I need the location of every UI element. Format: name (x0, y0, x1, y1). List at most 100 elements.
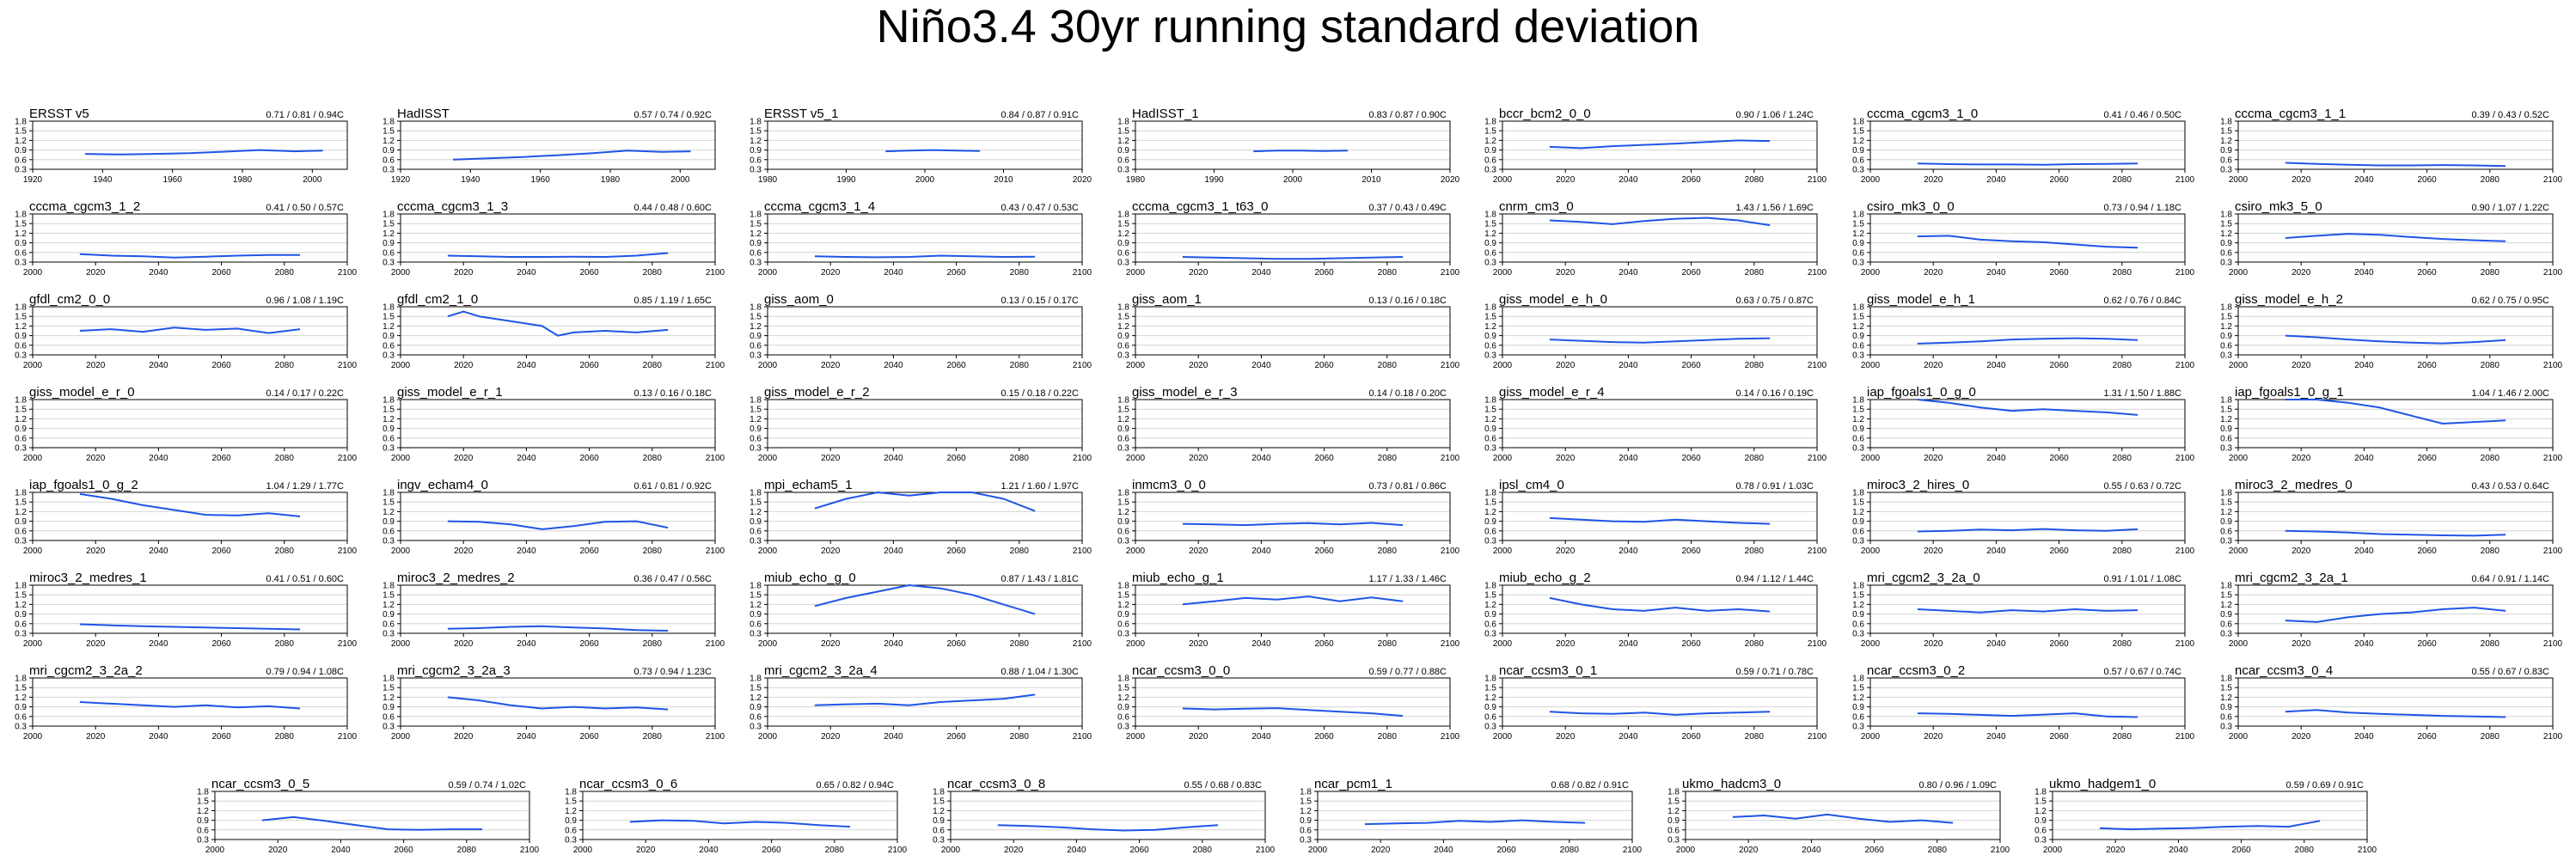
series-line (2285, 607, 2506, 623)
panel-miroc3_2_medres_0: miroc3_2_medres_0 0.43 / 0.53 / 0.64C0.30… (2220, 478, 2562, 556)
x-tick-label: 2080 (2481, 639, 2500, 649)
y-tick-label: 1.5 (1852, 406, 1864, 415)
y-tick-label: 1.2 (1117, 415, 1129, 424)
y-tick-label: 0.3 (1667, 836, 1680, 846)
x-tick-label: 2040 (699, 846, 719, 855)
y-tick-label: 0.3 (1484, 351, 1496, 361)
x-tick-label: 2020 (1556, 639, 1576, 649)
plot-frame (1502, 213, 1818, 263)
y-tick-label: 1.8 (750, 582, 762, 591)
y-tick-label: 0.6 (1667, 826, 1680, 835)
x-tick-label: 2020 (821, 454, 841, 463)
x-tick-label: 2020 (1371, 846, 1391, 855)
y-tick-label: 0.6 (750, 527, 762, 536)
x-tick-label: 2020 (821, 361, 841, 370)
y-tick-label: 1.5 (750, 684, 762, 693)
x-tick-label: 2100 (520, 846, 540, 855)
panel-stats: 0.85 / 1.19 / 1.65C (633, 296, 712, 306)
y-tick-label: 1.5 (1484, 498, 1496, 508)
x-tick-label: 2000 (1861, 547, 1881, 556)
x-tick-label: 2020 (821, 732, 841, 742)
y-tick-label: 0.9 (2220, 239, 2232, 248)
x-tick-label: 1980 (1126, 175, 1146, 185)
y-tick-label: 1.2 (750, 508, 762, 517)
y-tick-label: 1.5 (382, 313, 395, 322)
x-tick-label: 2100 (1623, 846, 1643, 855)
panel-title: ncar_ccsm3_0_4 (2235, 663, 2333, 678)
y-tick-label: 1.8 (197, 788, 209, 797)
panel-title: iap_fgoals1_0_g_1 (2235, 385, 2344, 400)
x-tick-label: 2060 (2049, 361, 2069, 370)
x-tick-label: 2020 (1924, 732, 1943, 742)
panel-title: miub_echo_g_1 (1132, 571, 1224, 585)
x-tick-label: 2060 (211, 454, 231, 463)
x-tick-label: 2040 (1251, 547, 1271, 556)
x-tick-label: 1990 (1204, 175, 1224, 185)
y-tick-label: 1.8 (2034, 788, 2047, 797)
x-tick-label: 2000 (670, 175, 690, 185)
y-tick-label: 0.3 (2220, 166, 2232, 175)
y-tick-label: 1.5 (1484, 684, 1496, 693)
y-tick-label: 0.3 (197, 836, 209, 846)
x-tick-label: 2040 (884, 732, 903, 742)
y-tick-label: 0.9 (750, 332, 762, 341)
y-tick-label: 0.6 (1117, 341, 1129, 351)
x-tick-label: 2080 (1745, 361, 1765, 370)
x-tick-label: 2020 (1924, 361, 1943, 370)
x-tick-label: 2040 (1618, 732, 1638, 742)
x-tick-label: 2000 (1861, 732, 1881, 742)
series-line (1549, 139, 1771, 150)
panel-stats: 1.21 / 1.60 / 1.97C (1000, 481, 1079, 492)
y-tick-label: 0.6 (1852, 712, 1864, 722)
x-tick-label: 2100 (338, 454, 358, 463)
panel-title: ukmo_hadcm3_0 (1682, 777, 1781, 791)
series-line (814, 693, 1036, 706)
x-tick-label: 2060 (211, 361, 231, 370)
series-line (452, 150, 691, 161)
panel-ncar_ccsm3_0_2: ncar_ccsm3_0_2 0.57 / 0.67 / 0.74C 0.30.60… (1852, 663, 2194, 742)
y-tick-label: 0.9 (382, 424, 395, 434)
y-tick-label: 0.3 (15, 259, 27, 268)
series-line (447, 625, 669, 632)
y-tick-label: 1.2 (15, 137, 27, 146)
series-line (814, 492, 1036, 512)
y-tick-label: 0.3 (382, 259, 395, 268)
x-tick-label: 2040 (149, 268, 168, 278)
y-tick-label: 1.5 (382, 220, 395, 229)
x-tick-label: 2060 (2417, 547, 2437, 556)
x-tick-label: 2080 (643, 454, 663, 463)
x-tick-label: 2060 (2417, 454, 2437, 463)
series-line (447, 696, 669, 711)
x-tick-label: 2000 (758, 639, 778, 649)
x-tick-label: 2060 (579, 639, 599, 649)
plot-frame (582, 791, 898, 840)
y-tick-label: 0.9 (750, 610, 762, 620)
x-tick-label: 2040 (1251, 639, 1271, 649)
y-tick-label: 1.5 (565, 797, 577, 807)
y-tick-label: 1.8 (1117, 396, 1129, 406)
x-tick-label: 2100 (706, 547, 725, 556)
y-tick-label: 1.8 (2220, 211, 2232, 220)
x-tick-label: 2020 (86, 547, 106, 556)
y-tick-label: 1.5 (15, 313, 27, 322)
x-tick-label: 2100 (1441, 732, 1460, 742)
x-tick-label: 2080 (457, 846, 477, 855)
plot-frame (400, 584, 716, 634)
panel-title: ncar_pcm1_1 (1314, 777, 1392, 791)
y-tick-label: 0.9 (1117, 610, 1129, 620)
y-tick-label: 1.2 (1117, 693, 1129, 703)
x-tick-label: 2040 (2354, 454, 2374, 463)
x-tick-label: 2080 (275, 361, 295, 370)
y-tick-label: 1.2 (2220, 415, 2232, 424)
y-tick-label: 0.3 (1300, 836, 1312, 846)
series-line (84, 149, 323, 156)
y-tick-label: 1.5 (2220, 591, 2232, 601)
y-tick-label: 1.8 (1484, 582, 1496, 591)
y-tick-label: 1.5 (15, 220, 27, 229)
y-tick-label: 0.9 (15, 239, 27, 248)
y-tick-label: 0.6 (382, 712, 395, 722)
x-tick-label: 2020 (2291, 547, 2311, 556)
panel-csiro_mk3_5_0: csiro_mk3_5_0 0.90 / 1.07 / 1.22C 0.30.60.… (2220, 199, 2562, 278)
y-tick-label: 0.6 (750, 248, 762, 258)
x-tick-label: 2040 (149, 639, 168, 649)
